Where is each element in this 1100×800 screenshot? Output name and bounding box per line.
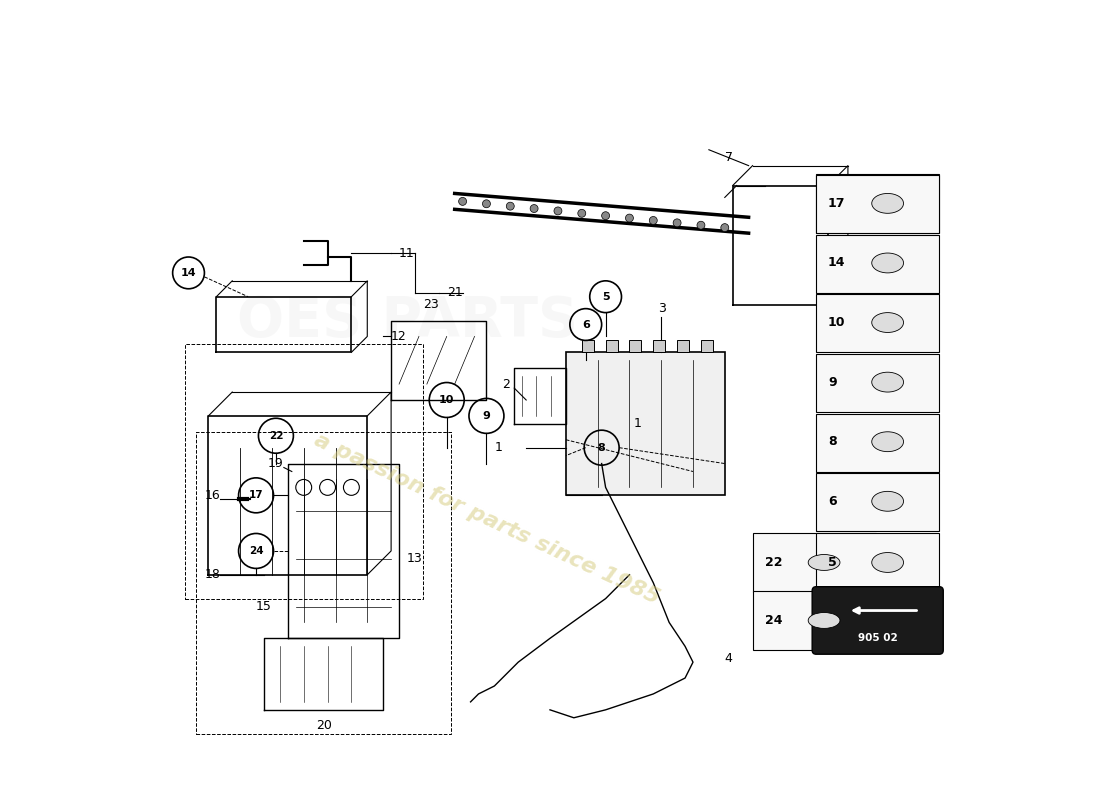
Text: 24: 24 bbox=[249, 546, 263, 556]
Bar bbox=[678, 341, 689, 352]
FancyBboxPatch shape bbox=[565, 352, 725, 495]
Text: 14: 14 bbox=[828, 257, 846, 270]
Bar bbox=[653, 341, 666, 352]
Text: 9: 9 bbox=[483, 411, 491, 421]
Text: 8: 8 bbox=[597, 442, 605, 453]
Bar bbox=[816, 234, 939, 293]
Ellipse shape bbox=[871, 372, 903, 392]
Circle shape bbox=[673, 219, 681, 227]
Text: 6: 6 bbox=[828, 494, 837, 508]
Ellipse shape bbox=[871, 491, 903, 511]
Circle shape bbox=[649, 217, 658, 225]
Circle shape bbox=[626, 214, 634, 222]
Text: 10: 10 bbox=[828, 316, 846, 329]
Ellipse shape bbox=[808, 554, 840, 570]
Circle shape bbox=[578, 210, 585, 218]
Text: 22: 22 bbox=[764, 556, 782, 569]
Text: 1: 1 bbox=[634, 418, 641, 430]
Bar bbox=[816, 294, 939, 352]
Text: 17: 17 bbox=[249, 490, 263, 500]
Text: 905 02: 905 02 bbox=[858, 634, 898, 643]
Text: 12: 12 bbox=[392, 330, 407, 343]
Bar bbox=[606, 341, 617, 352]
Text: 8: 8 bbox=[828, 435, 837, 448]
Circle shape bbox=[697, 222, 705, 229]
Text: 7: 7 bbox=[725, 151, 733, 164]
Bar bbox=[582, 341, 594, 352]
Text: 10: 10 bbox=[439, 395, 454, 405]
Bar bbox=[816, 473, 939, 531]
Ellipse shape bbox=[871, 432, 903, 452]
Text: 16: 16 bbox=[205, 489, 220, 502]
Text: 14: 14 bbox=[180, 268, 196, 278]
Bar bbox=[629, 341, 641, 352]
Bar bbox=[752, 590, 876, 650]
Circle shape bbox=[483, 200, 491, 208]
Circle shape bbox=[720, 224, 728, 231]
Text: 23: 23 bbox=[424, 298, 439, 311]
Text: 4: 4 bbox=[725, 652, 733, 665]
Circle shape bbox=[554, 207, 562, 215]
Circle shape bbox=[602, 212, 609, 220]
Text: 15: 15 bbox=[256, 600, 272, 613]
Text: 11: 11 bbox=[399, 246, 415, 259]
Ellipse shape bbox=[871, 553, 903, 572]
Circle shape bbox=[530, 205, 538, 213]
Bar bbox=[816, 175, 939, 233]
Text: 2: 2 bbox=[503, 378, 510, 390]
Text: 20: 20 bbox=[316, 719, 331, 732]
FancyBboxPatch shape bbox=[812, 586, 944, 654]
Text: 21: 21 bbox=[447, 286, 462, 299]
Bar bbox=[816, 354, 939, 412]
Text: 3: 3 bbox=[658, 302, 666, 315]
Text: OES PARTS: OES PARTS bbox=[236, 294, 578, 347]
Text: 6: 6 bbox=[582, 319, 590, 330]
Ellipse shape bbox=[871, 313, 903, 333]
Ellipse shape bbox=[808, 613, 840, 629]
Text: 5: 5 bbox=[828, 556, 837, 569]
Text: 1: 1 bbox=[495, 441, 503, 454]
Bar bbox=[816, 414, 939, 471]
Text: 13: 13 bbox=[407, 552, 422, 566]
Text: 5: 5 bbox=[602, 292, 609, 302]
Bar bbox=[701, 341, 713, 352]
Ellipse shape bbox=[871, 253, 903, 273]
Bar bbox=[816, 533, 939, 592]
Text: 22: 22 bbox=[268, 430, 283, 441]
Text: 19: 19 bbox=[268, 457, 284, 470]
Text: 24: 24 bbox=[764, 614, 782, 627]
Text: 9: 9 bbox=[828, 376, 837, 389]
Bar bbox=[816, 174, 939, 233]
Circle shape bbox=[506, 202, 515, 210]
Text: 18: 18 bbox=[205, 568, 220, 582]
Text: a passion for parts since 1985: a passion for parts since 1985 bbox=[310, 430, 662, 608]
Bar bbox=[752, 533, 876, 592]
Ellipse shape bbox=[871, 194, 903, 214]
Text: 17: 17 bbox=[828, 197, 846, 210]
Circle shape bbox=[459, 198, 466, 206]
